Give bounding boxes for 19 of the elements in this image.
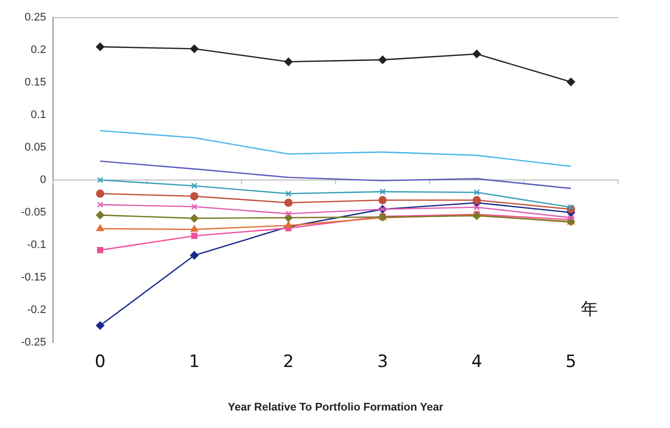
x-tick-label: 1 bbox=[188, 352, 200, 372]
x-tick-label: 5 bbox=[566, 352, 576, 372]
y-tick-label: -0.2 bbox=[27, 304, 46, 316]
x-tick-label: 2 bbox=[283, 352, 294, 372]
x-axis-title: Year Relative To Portfolio Formation Year bbox=[228, 401, 444, 414]
annotation: 年 bbox=[580, 299, 598, 320]
y-tick-label: 0.05 bbox=[24, 142, 46, 154]
y-tick-label: -0.25 bbox=[20, 336, 46, 348]
y-tick-label: 0.1 bbox=[30, 109, 46, 122]
y-tick-label: -0.1 bbox=[27, 238, 46, 251]
x-tick-label: 0 bbox=[94, 352, 106, 372]
x-tick-label: 4 bbox=[471, 352, 482, 372]
y-tick-label: 0.15 bbox=[24, 76, 46, 89]
y-tick-label: -0.05 bbox=[20, 206, 46, 219]
y-tick-label: 0.2 bbox=[30, 44, 46, 56]
y-tick-label: -0.15 bbox=[20, 271, 46, 284]
y-tick-label: 0 bbox=[40, 174, 46, 186]
y-tick-label: 0.25 bbox=[24, 12, 46, 24]
x-tick-label: 3 bbox=[377, 352, 388, 372]
